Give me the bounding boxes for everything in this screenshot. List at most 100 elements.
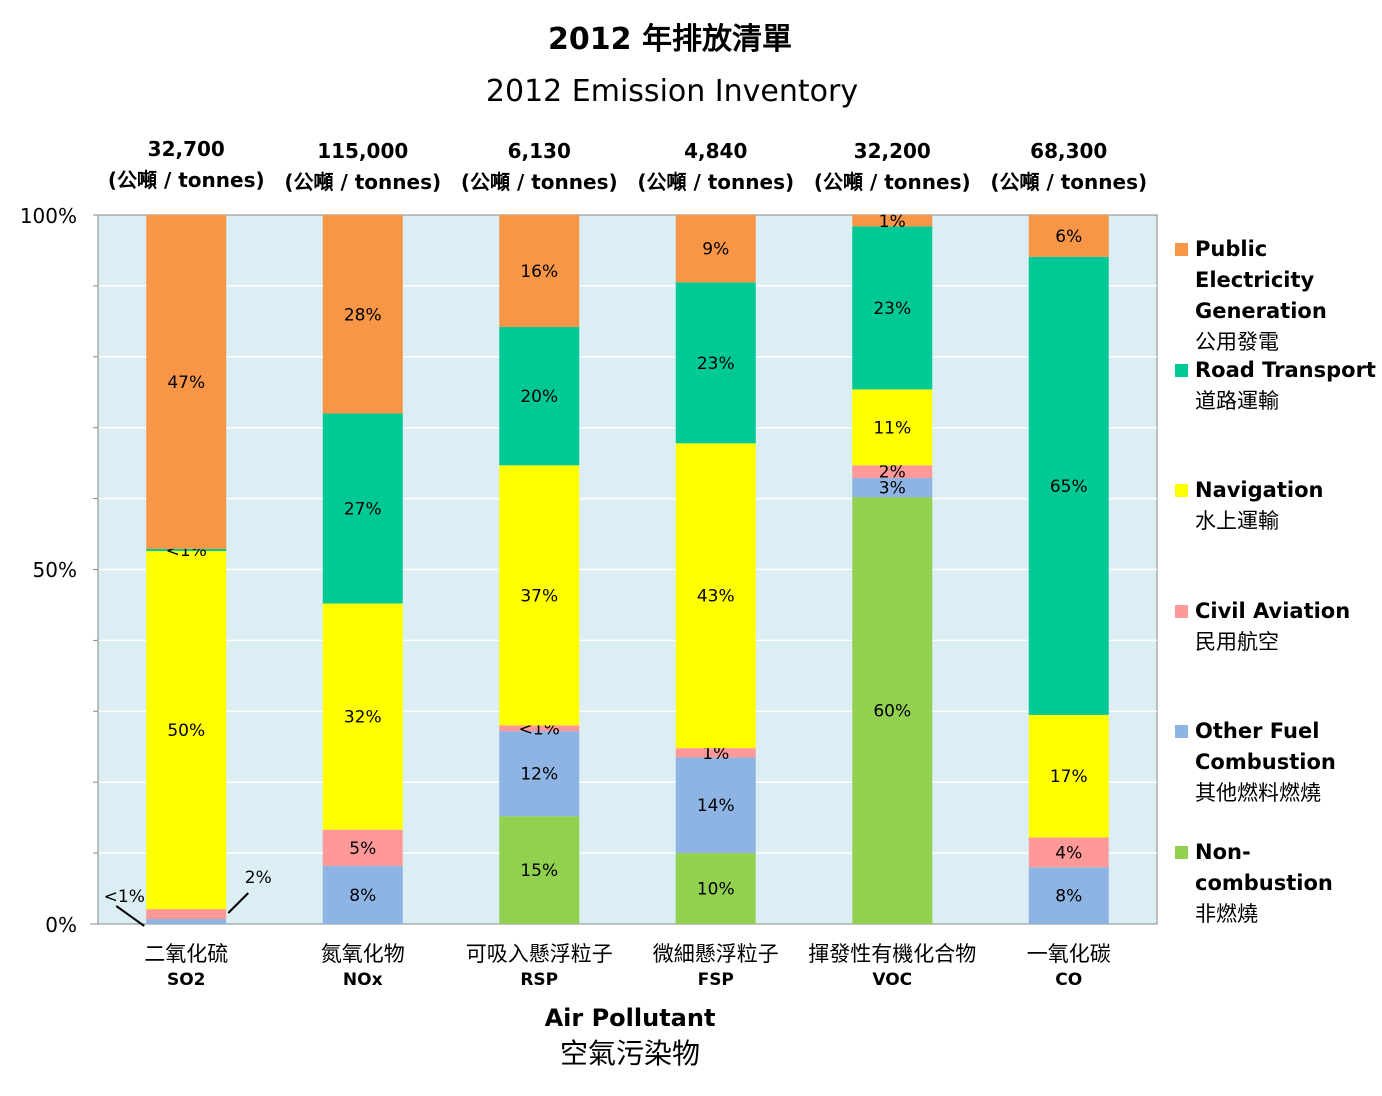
category-total: 4,840 (公噸 / tonnes) — [626, 136, 806, 198]
category-name-zh: 可吸入懸浮粒子 — [465, 942, 613, 966]
x-tick-label: 微細懸浮粒子 FSP — [621, 938, 811, 990]
data-label: 1% — [702, 744, 729, 764]
x-tick-label: 一氧化碳 CO — [974, 938, 1164, 990]
data-label: 8% — [1055, 887, 1082, 907]
y-tick-label: 100% — [19, 204, 77, 228]
callout-line — [227, 892, 249, 914]
legend-swatch — [1175, 364, 1188, 377]
y-tick-label: 50% — [32, 558, 77, 582]
legend-swatch — [1175, 484, 1188, 497]
legend-label-en: Non-combustion — [1195, 840, 1333, 895]
total-unit: (公噸 / tonnes) — [284, 170, 442, 194]
total-value: 32,200 — [853, 139, 931, 163]
legend-label-en: Other Fuel — [1195, 719, 1320, 743]
bar-segment — [675, 748, 756, 758]
legend-label-en: Public Electricity — [1195, 237, 1315, 292]
bar-segment — [322, 603, 403, 830]
total-unit: (公噸 / tonnes) — [990, 170, 1148, 194]
data-label: 17% — [1050, 767, 1088, 787]
total-value: 68,300 — [1030, 139, 1108, 163]
data-label: 37% — [520, 586, 558, 606]
bar-segment — [852, 226, 933, 390]
data-label: 1% — [879, 212, 906, 232]
category-name-zh: 一氧化碳 — [1026, 942, 1111, 966]
bar-segment — [146, 909, 227, 920]
legend-label-en: Navigation — [1195, 478, 1324, 502]
legend-swatch — [1175, 725, 1188, 738]
bar-segment — [499, 465, 580, 726]
category-name-zh: 微細懸浮粒子 — [652, 942, 779, 966]
data-label: 2% — [245, 868, 272, 888]
legend-label-zh: 其他燃料燃燒 — [1195, 781, 1321, 805]
data-label: 11% — [873, 418, 911, 438]
legend-label-zh: 水上運輸 — [1195, 509, 1279, 533]
bar-segment — [675, 282, 756, 444]
data-label: <1% — [104, 887, 145, 907]
bar-segment — [675, 443, 756, 749]
legend-item: Public Electricity Generation 公用發電 — [1175, 234, 1382, 358]
bar-segment — [1028, 714, 1109, 838]
legend-item: Navigation 水上運輸 — [1175, 475, 1323, 537]
data-label: 3% — [879, 479, 906, 499]
data-label: 4% — [1055, 843, 1082, 863]
legend-label-zh: 公用發電 — [1195, 330, 1279, 354]
bar-segment — [675, 215, 756, 283]
category-name-en: VOC — [872, 970, 913, 990]
legend-item: Non-combustion 非燃燒 — [1175, 837, 1382, 930]
bar-segment — [1028, 867, 1109, 924]
total-value: 32,700 — [147, 137, 225, 161]
x-axis-title-en: Air Pollutant — [544, 1004, 716, 1032]
category-total: 68,300 (公噸 / tonnes) — [979, 136, 1159, 198]
legend-label-en: Road Transport — [1195, 358, 1376, 382]
legend-swatch — [1175, 605, 1188, 618]
x-axis-title: Air Pollutant 空氣污染物 — [480, 1004, 780, 1072]
legend-label-en-2: Combustion — [1195, 750, 1336, 774]
bar-segment — [499, 731, 580, 817]
data-label: 2% — [879, 463, 906, 483]
chart-subtitle: 2012 Emission Inventory — [485, 74, 859, 109]
bar-segment — [322, 413, 403, 604]
bar-segment — [852, 478, 933, 498]
category-total: 115,000 (公噸 / tonnes) — [273, 136, 453, 198]
x-axis-title-zh: 空氣污染物 — [559, 1037, 700, 1070]
total-unit: (公噸 / tonnes) — [107, 168, 265, 192]
total-unit: (公噸 / tonnes) — [460, 170, 618, 194]
bar-segment — [322, 829, 403, 866]
category-name-zh: 氮氧化物 — [320, 942, 405, 966]
bar-segment — [322, 215, 403, 414]
bar-segment — [852, 389, 933, 466]
chart-title: 2012 年排放清單 — [548, 22, 792, 57]
bar-segment — [852, 497, 933, 924]
bar-segment — [675, 757, 756, 854]
category-total: 32,700 (公噸 / tonnes) — [96, 134, 276, 196]
total-unit: (公噸 / tonnes) — [813, 170, 971, 194]
x-tick-label: 二氧化硫 SO2 — [91, 938, 281, 990]
x-tick-label: 氮氧化物 NOx — [268, 938, 458, 990]
total-value: 6,130 — [507, 139, 571, 163]
data-label: 8% — [349, 886, 376, 906]
category-name-en: NOx — [342, 970, 383, 990]
bar-segment — [1028, 837, 1109, 868]
legend-label-zh: 民用航空 — [1195, 630, 1279, 654]
bar-segment — [852, 215, 933, 227]
data-label: 27% — [344, 500, 382, 520]
bar-segment — [675, 853, 756, 924]
data-label: 15% — [520, 861, 558, 881]
category-name-en: RSP — [520, 970, 559, 990]
bar-segment — [1028, 215, 1109, 257]
data-label: 20% — [520, 387, 558, 407]
bar-segment — [146, 215, 227, 549]
bar-segment — [499, 327, 580, 466]
total-unit: (公噸 / tonnes) — [637, 170, 795, 194]
legend-label-en: Civil Aviation — [1195, 599, 1351, 623]
category-total: 32,200 (公噸 / tonnes) — [802, 136, 982, 198]
data-label: 50% — [167, 721, 205, 741]
data-label: 23% — [873, 299, 911, 319]
callout-line — [115, 905, 145, 927]
data-label: 12% — [520, 765, 558, 785]
data-label: 14% — [697, 796, 735, 816]
category-name-en: CO — [1055, 970, 1083, 990]
data-label: 65% — [1050, 477, 1088, 497]
bar-segment — [499, 725, 580, 732]
